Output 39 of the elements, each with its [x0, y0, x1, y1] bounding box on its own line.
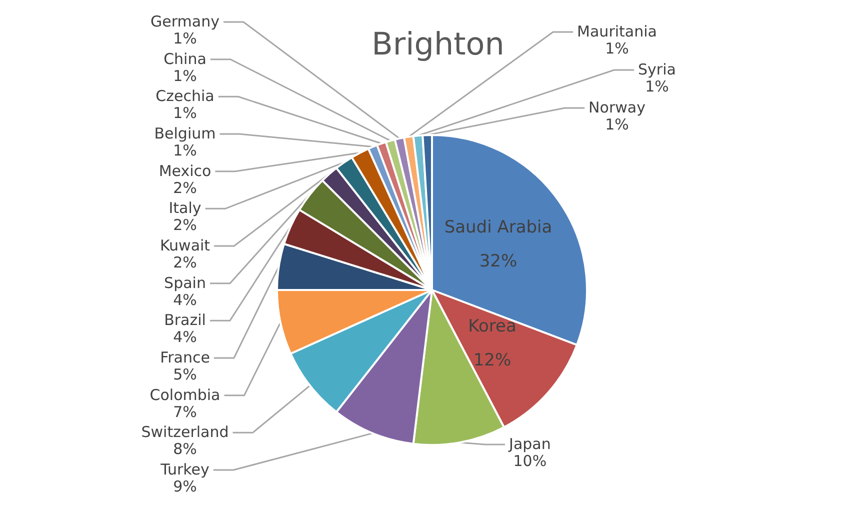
slice-label: Syria — [638, 60, 676, 78]
slice-label: Colombia — [150, 386, 220, 404]
data-label: 7% — [173, 402, 197, 421]
data-label: 9% — [173, 478, 197, 496]
slice-label: Mauritania — [577, 22, 657, 40]
slice-label: Spain — [164, 274, 206, 292]
data-label: 8% — [173, 440, 197, 458]
data-label: 1% — [605, 40, 629, 58]
data-label: 1% — [173, 142, 197, 160]
chart-title: Brighton — [372, 26, 504, 62]
data-label: 4% — [173, 290, 197, 309]
slice-label: Japan — [508, 434, 551, 453]
slice-label: Turkey — [160, 460, 210, 478]
data-label: 2% — [173, 178, 197, 197]
data-label: 1% — [605, 116, 629, 134]
data-label: 1% — [645, 78, 669, 96]
slice-label: Czechia — [156, 87, 214, 106]
slice-label: Kuwait — [160, 236, 210, 254]
data-label: 2% — [173, 216, 197, 234]
slice-label: Saudi Arabia — [444, 217, 552, 238]
slice-label: Germany — [150, 12, 220, 30]
slice-label: Mexico — [158, 162, 212, 180]
data-label: 1% — [173, 30, 197, 48]
data-label: 5% — [173, 366, 197, 384]
slice-label: Belgium — [154, 124, 216, 142]
slice-label: China — [164, 50, 206, 68]
data-label: 4% — [173, 328, 197, 346]
slice-label: Switzerland — [141, 423, 229, 442]
data-label: 1% — [173, 66, 197, 85]
data-label: 32% — [479, 251, 518, 272]
data-label: 10% — [513, 452, 547, 470]
data-label: 1% — [173, 104, 197, 122]
slice-label: Korea — [468, 316, 516, 336]
data-label: 2% — [173, 254, 197, 272]
slice-label: France — [160, 348, 210, 366]
data-label: 12% — [473, 350, 512, 370]
slice-label: Brazil — [164, 311, 206, 330]
slice-label: Norway — [588, 98, 646, 116]
slice-label: Italy — [168, 199, 202, 218]
